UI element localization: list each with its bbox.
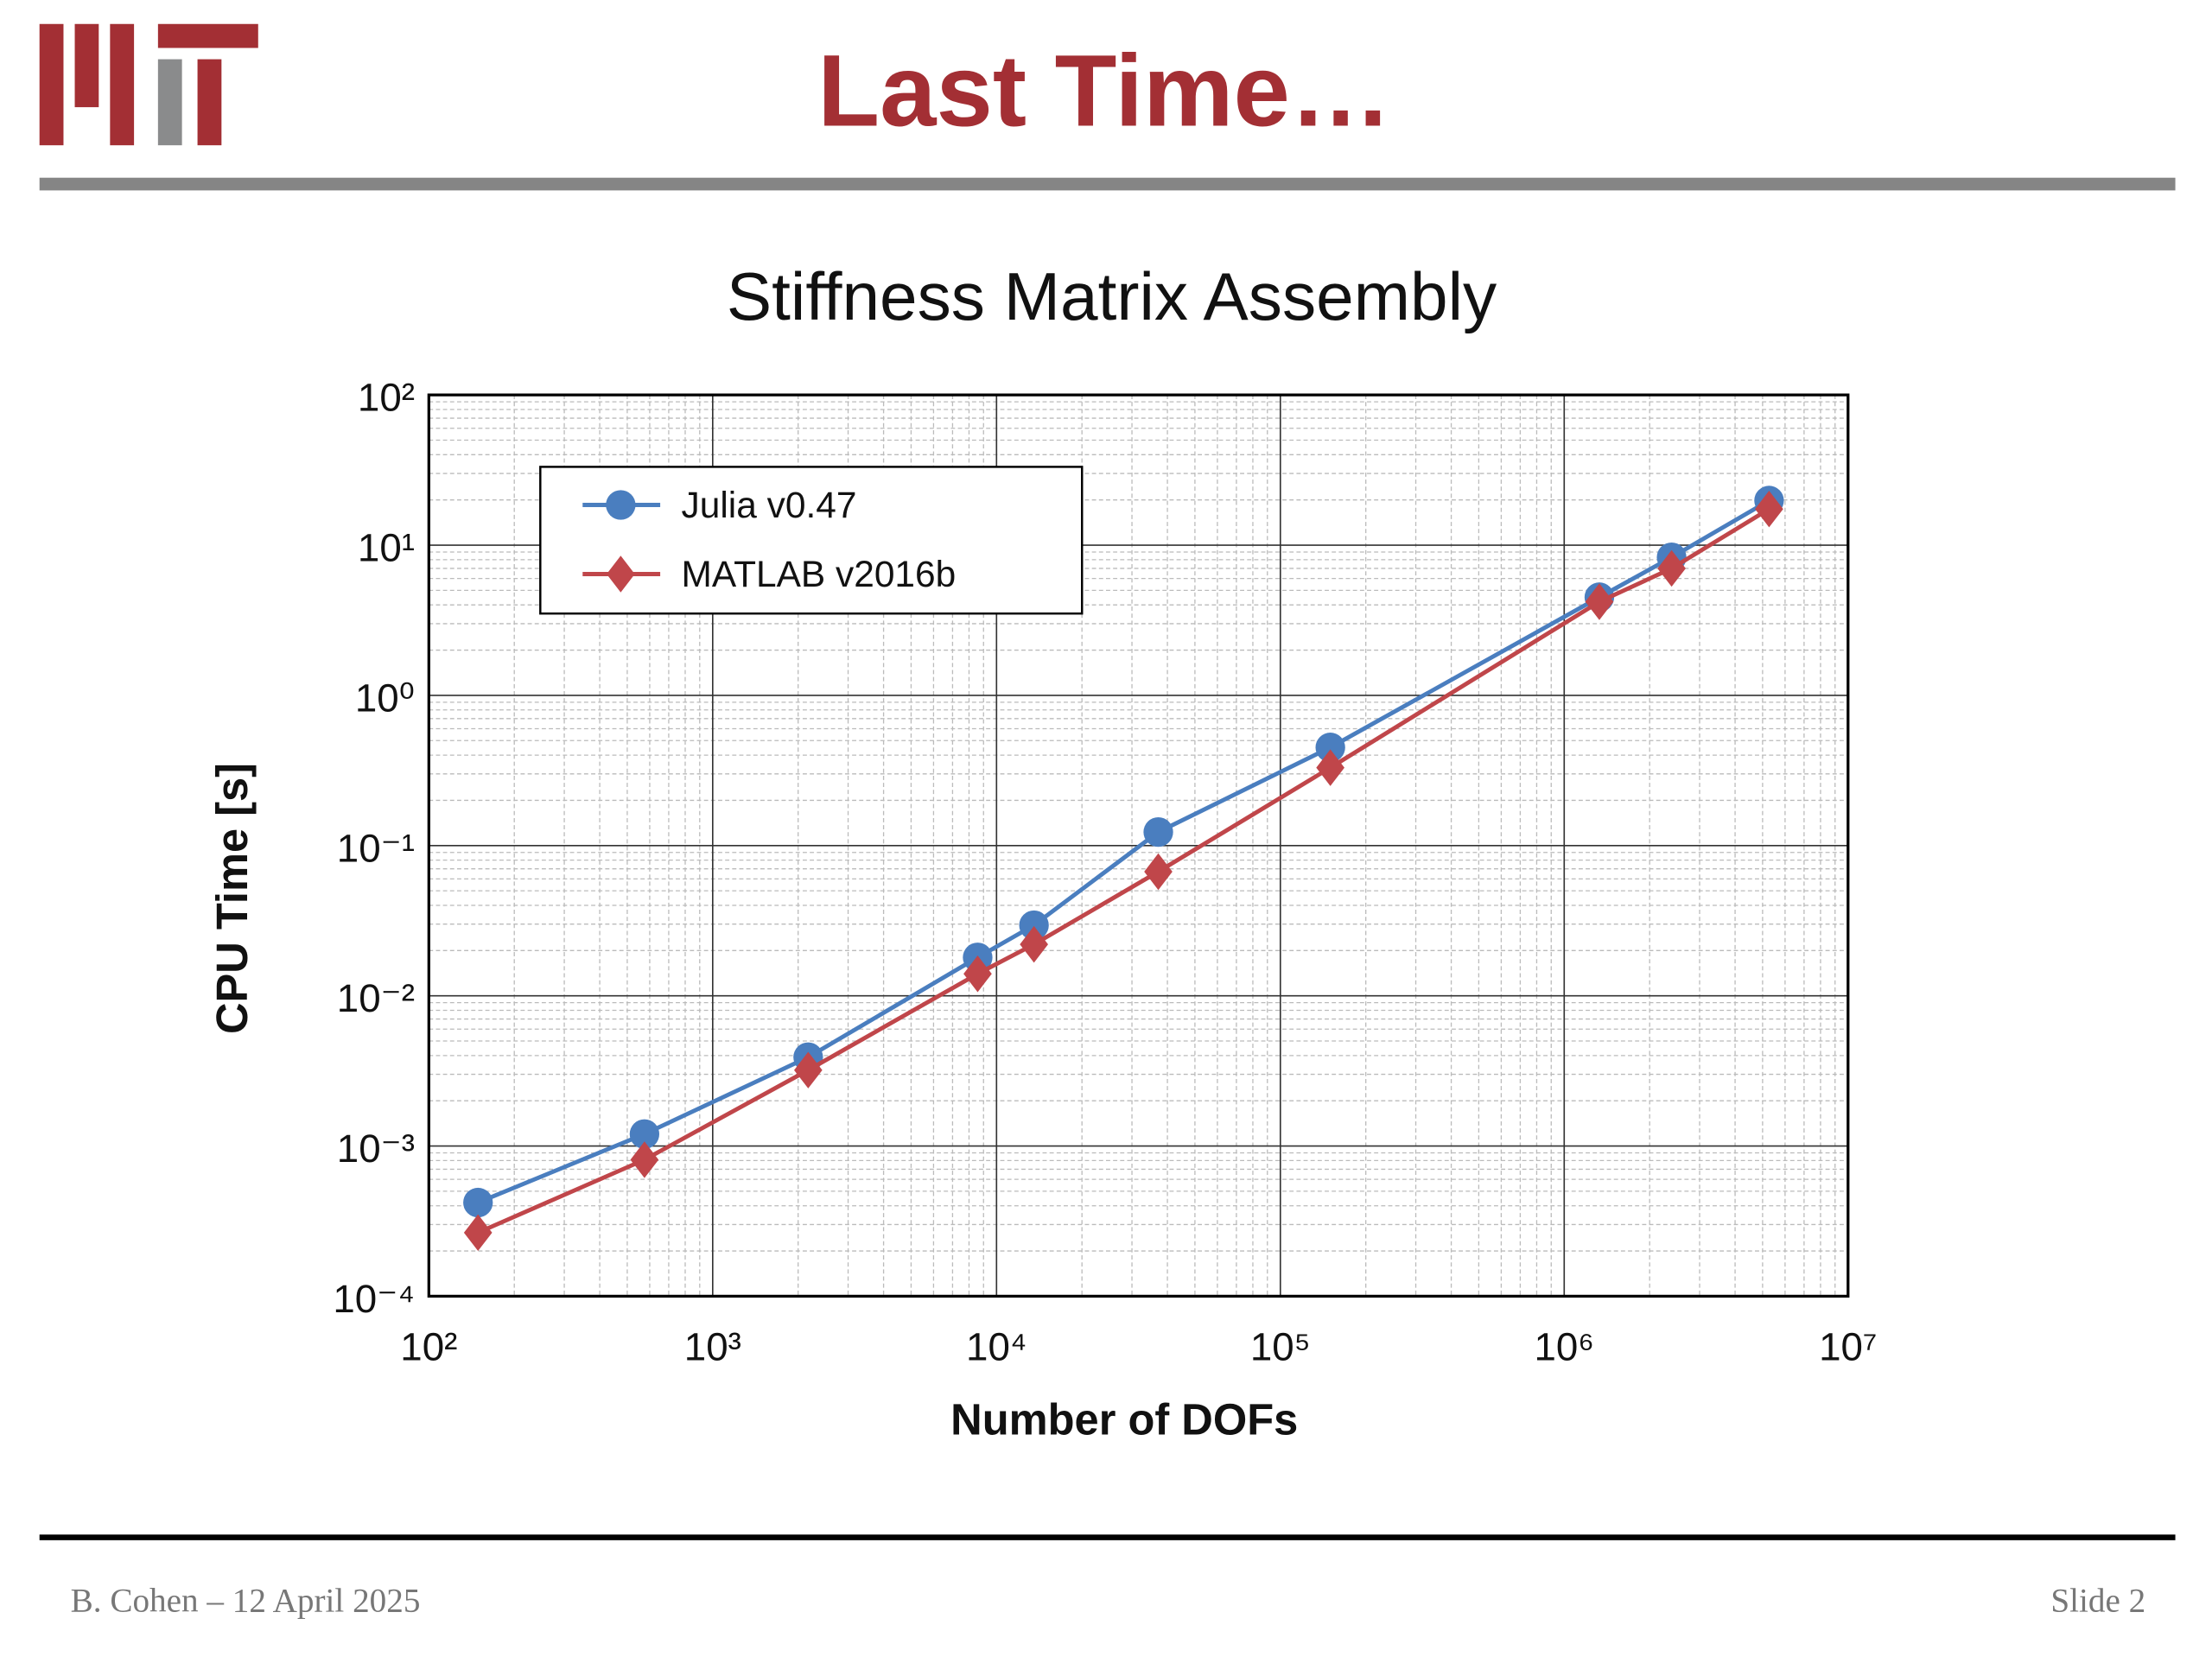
x-tick-label: 10⁶ — [1534, 1325, 1594, 1369]
x-tick-label: 10⁵ — [1250, 1325, 1311, 1369]
data-point — [629, 1119, 660, 1149]
x-tick-label: 10⁴ — [966, 1325, 1027, 1369]
y-tick-label: 10¹ — [358, 526, 415, 570]
legend-marker — [607, 555, 635, 593]
y-axis-label: CPU Time [s] — [207, 763, 257, 1034]
footer-left: B. Cohen – 12 April 2025 — [71, 1582, 421, 1619]
data-point — [463, 1187, 493, 1218]
slide-title: Last Time… — [817, 34, 1391, 147]
plot-frame — [427, 393, 1850, 1298]
x-tick-label: 10² — [400, 1325, 457, 1369]
data-point — [1143, 817, 1173, 847]
data-point — [794, 1051, 823, 1089]
y-tick-label: 10⁰ — [355, 676, 415, 720]
y-tick-label: 10² — [358, 376, 415, 420]
series-line — [477, 507, 1770, 1235]
data-point — [963, 955, 992, 993]
footer-rule — [39, 1534, 2176, 1540]
data-point — [1755, 490, 1783, 528]
logo — [39, 23, 258, 146]
x-axis-label: Number of DOFs — [950, 1395, 1298, 1444]
data-point — [1020, 925, 1048, 963]
chart-title: Stiffness Matrix Assembly — [727, 258, 1497, 334]
x-tick-label: 10⁷ — [1819, 1325, 1877, 1369]
data-point — [1316, 749, 1344, 786]
y-tick-label: 10⁻⁴ — [333, 1277, 415, 1321]
series-line — [477, 498, 1770, 1205]
footer-right: Slide 2 — [2050, 1582, 2145, 1619]
header-rule — [39, 177, 2176, 191]
data-point — [1657, 549, 1686, 587]
data-point — [1585, 583, 1614, 620]
y-tick-label: 10⁻¹ — [337, 826, 415, 870]
y-tick-label: 10⁻² — [337, 976, 415, 1020]
plot: 10² 10³ 10⁴ 10⁵ 10⁶ 10⁷ 10⁻⁴ 10⁻³ 10⁻² 10⁻¹ 10⁰ 10¹… — [333, 376, 1877, 1369]
legend-box — [539, 466, 1084, 615]
data-point — [630, 1141, 659, 1178]
legend-label: Julia v0.47 — [682, 485, 857, 525]
data-point — [1019, 910, 1049, 941]
legend-marker — [606, 490, 636, 520]
legend-label: MATLAB v2016b — [682, 554, 957, 594]
y-tick-label: 10⁻³ — [337, 1127, 415, 1171]
x-tick-label: 10³ — [684, 1325, 741, 1369]
data-point — [1315, 733, 1345, 763]
